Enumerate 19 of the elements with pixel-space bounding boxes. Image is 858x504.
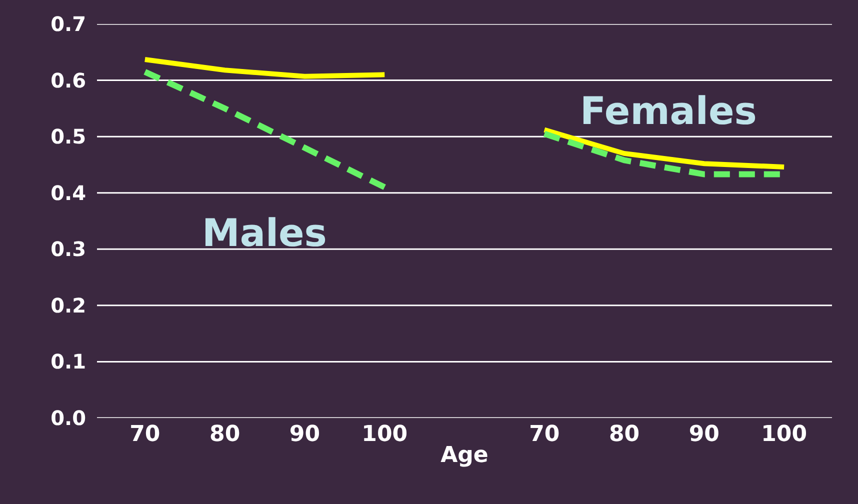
y-tick-label: 0.1 bbox=[50, 350, 86, 374]
y-tick-label: 0.0 bbox=[50, 406, 86, 430]
x-tick-label: 90 bbox=[289, 422, 320, 447]
x-tick-label: 100 bbox=[362, 422, 408, 447]
x-tick-label: 80 bbox=[210, 422, 240, 447]
x-tick-label: 100 bbox=[761, 422, 808, 447]
y-tick-label: 0.6 bbox=[50, 68, 86, 92]
x-tick-label: 70 bbox=[529, 422, 560, 447]
annotation: Females bbox=[580, 89, 757, 133]
x-tick-label: 70 bbox=[130, 422, 160, 447]
y-tick-label: 0.4 bbox=[50, 180, 86, 205]
y-tick-label: 0.3 bbox=[50, 237, 86, 262]
x-axis-title: Age bbox=[440, 442, 488, 468]
y-tick-label: 0.7 bbox=[50, 12, 86, 36]
annotation: Males bbox=[202, 211, 327, 255]
y-tick-label: 0.5 bbox=[50, 124, 86, 149]
x-tick-label: 90 bbox=[688, 422, 720, 447]
y-tick-label: 0.2 bbox=[50, 293, 86, 318]
x-tick-label: 80 bbox=[608, 422, 640, 447]
